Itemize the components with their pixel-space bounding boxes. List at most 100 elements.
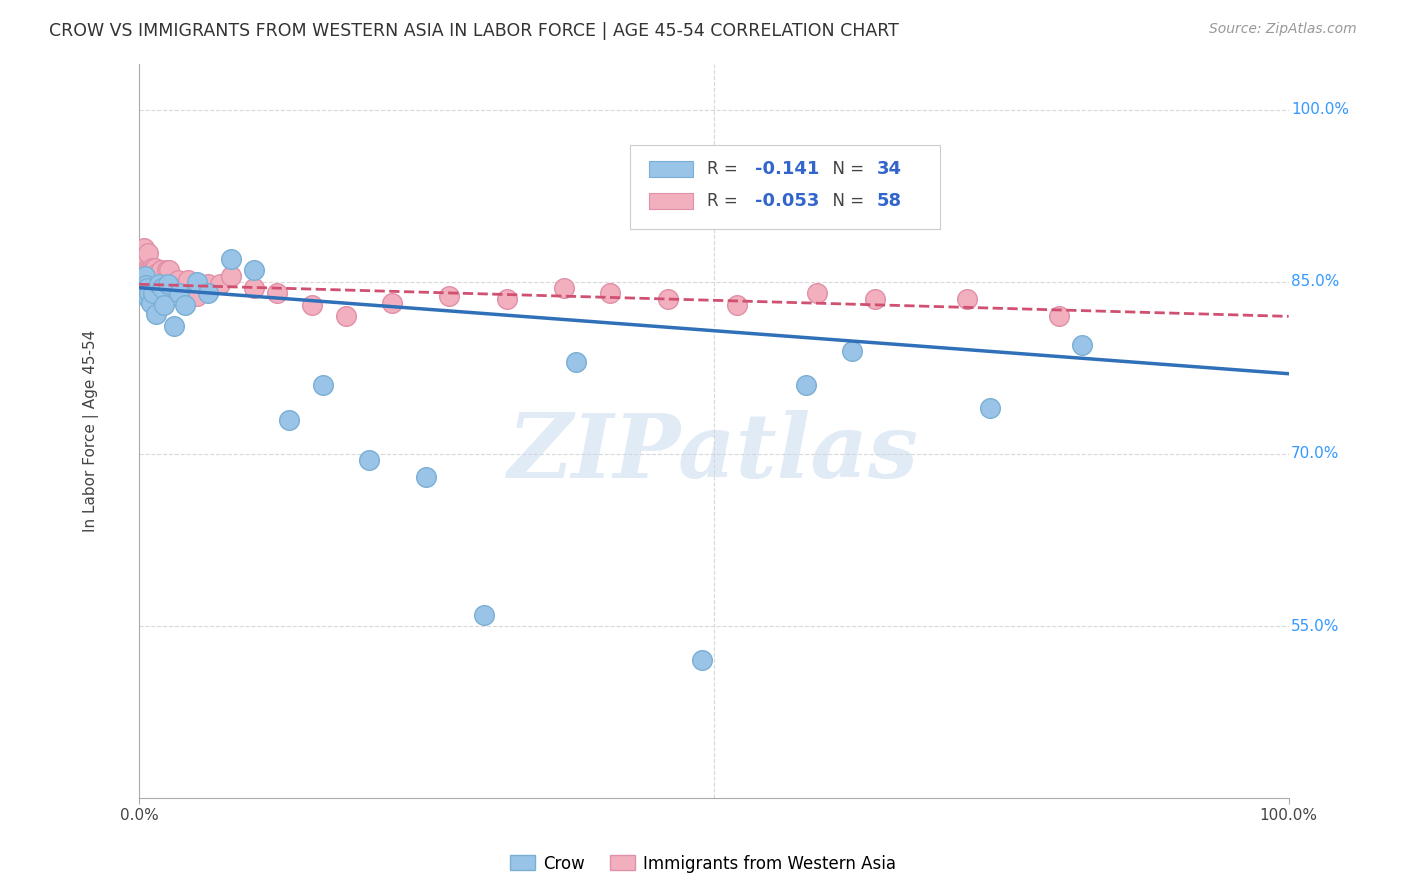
Point xyxy=(243,263,266,277)
Text: N =: N = xyxy=(823,160,869,178)
Point xyxy=(357,452,380,467)
Point xyxy=(139,295,162,310)
Point xyxy=(135,271,157,285)
Point xyxy=(162,318,184,333)
Point xyxy=(177,273,200,287)
Point xyxy=(186,275,208,289)
Point xyxy=(142,263,165,277)
Point xyxy=(135,278,157,293)
Point xyxy=(692,653,714,667)
Point xyxy=(132,283,155,297)
Text: 85.0%: 85.0% xyxy=(1291,275,1340,290)
Point xyxy=(139,275,162,289)
Point xyxy=(219,269,242,284)
Point xyxy=(266,286,288,301)
Point xyxy=(496,292,519,306)
Point xyxy=(136,291,159,305)
Text: 70.0%: 70.0% xyxy=(1291,447,1340,461)
Point xyxy=(553,281,575,295)
Point xyxy=(149,263,172,277)
Point xyxy=(136,269,159,284)
Point xyxy=(599,286,621,301)
Point xyxy=(134,250,156,264)
Point xyxy=(134,266,156,280)
Point xyxy=(806,286,828,301)
Point xyxy=(136,261,159,276)
FancyBboxPatch shape xyxy=(630,145,941,229)
Text: Source: ZipAtlas.com: Source: ZipAtlas.com xyxy=(1209,22,1357,37)
Point xyxy=(150,277,173,292)
Point xyxy=(979,401,1001,416)
Point xyxy=(439,289,461,303)
Point xyxy=(1070,338,1092,352)
Point xyxy=(149,286,172,301)
Point xyxy=(134,258,156,272)
Text: 100.0%: 100.0% xyxy=(1291,103,1348,118)
Point xyxy=(132,257,155,271)
Point xyxy=(725,298,748,312)
Text: In Labor Force | Age 45-54: In Labor Force | Age 45-54 xyxy=(83,330,98,533)
Point xyxy=(136,263,159,277)
Point xyxy=(136,246,159,260)
Point xyxy=(956,292,979,306)
Point xyxy=(219,252,242,266)
Point xyxy=(143,261,166,276)
Text: R =: R = xyxy=(707,160,742,178)
Point xyxy=(335,310,357,324)
Point xyxy=(472,607,495,622)
Point xyxy=(565,355,588,369)
Point xyxy=(910,206,932,220)
Point xyxy=(138,263,160,277)
Text: N =: N = xyxy=(823,193,869,211)
Point xyxy=(131,250,153,264)
Text: R =: R = xyxy=(707,193,742,211)
FancyBboxPatch shape xyxy=(650,161,693,178)
Point xyxy=(841,343,863,358)
Point xyxy=(197,277,219,292)
Point xyxy=(142,286,165,301)
Point xyxy=(863,292,886,306)
Point xyxy=(156,263,179,277)
Point xyxy=(657,292,679,306)
Point xyxy=(153,286,176,301)
Text: 58: 58 xyxy=(877,193,903,211)
Point xyxy=(174,298,197,312)
Point xyxy=(208,277,231,292)
Point xyxy=(136,254,159,268)
Point xyxy=(129,269,152,284)
Point xyxy=(186,289,208,303)
Point xyxy=(794,378,817,392)
Point xyxy=(277,412,299,426)
Point xyxy=(141,261,163,276)
Point xyxy=(134,269,156,284)
Point xyxy=(131,269,153,284)
Point xyxy=(132,241,155,255)
Point xyxy=(145,307,167,321)
Point xyxy=(153,298,176,312)
Text: CROW VS IMMIGRANTS FROM WESTERN ASIA IN LABOR FORCE | AGE 45-54 CORRELATION CHAR: CROW VS IMMIGRANTS FROM WESTERN ASIA IN … xyxy=(49,22,898,40)
Point xyxy=(150,281,173,295)
Point xyxy=(169,286,191,301)
Point xyxy=(131,271,153,285)
Legend: Crow, Immigrants from Western Asia: Crow, Immigrants from Western Asia xyxy=(503,848,903,880)
Point xyxy=(139,269,162,284)
Point xyxy=(129,266,152,280)
Point xyxy=(136,281,159,295)
Point xyxy=(138,286,160,301)
Text: 55.0%: 55.0% xyxy=(1291,618,1340,633)
Point xyxy=(415,470,437,484)
Text: -0.053: -0.053 xyxy=(755,193,820,211)
Point xyxy=(145,277,167,292)
Point xyxy=(197,286,219,301)
Point xyxy=(143,269,166,284)
Point xyxy=(135,269,157,284)
FancyBboxPatch shape xyxy=(650,194,693,210)
Point xyxy=(243,281,266,295)
Text: 34: 34 xyxy=(877,160,903,178)
Point xyxy=(1047,310,1070,324)
Point xyxy=(172,286,194,301)
Point xyxy=(138,271,160,285)
Point xyxy=(312,378,335,392)
Text: -0.141: -0.141 xyxy=(755,160,820,178)
Point xyxy=(131,275,153,289)
